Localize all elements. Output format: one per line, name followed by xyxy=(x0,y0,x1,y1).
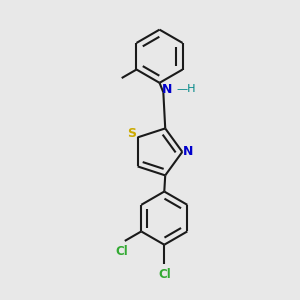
Text: Cl: Cl xyxy=(158,268,171,281)
Text: N: N xyxy=(183,146,193,158)
Text: —H: —H xyxy=(177,85,196,94)
Text: Cl: Cl xyxy=(116,245,128,258)
Text: N: N xyxy=(162,83,172,96)
Text: S: S xyxy=(128,127,136,140)
